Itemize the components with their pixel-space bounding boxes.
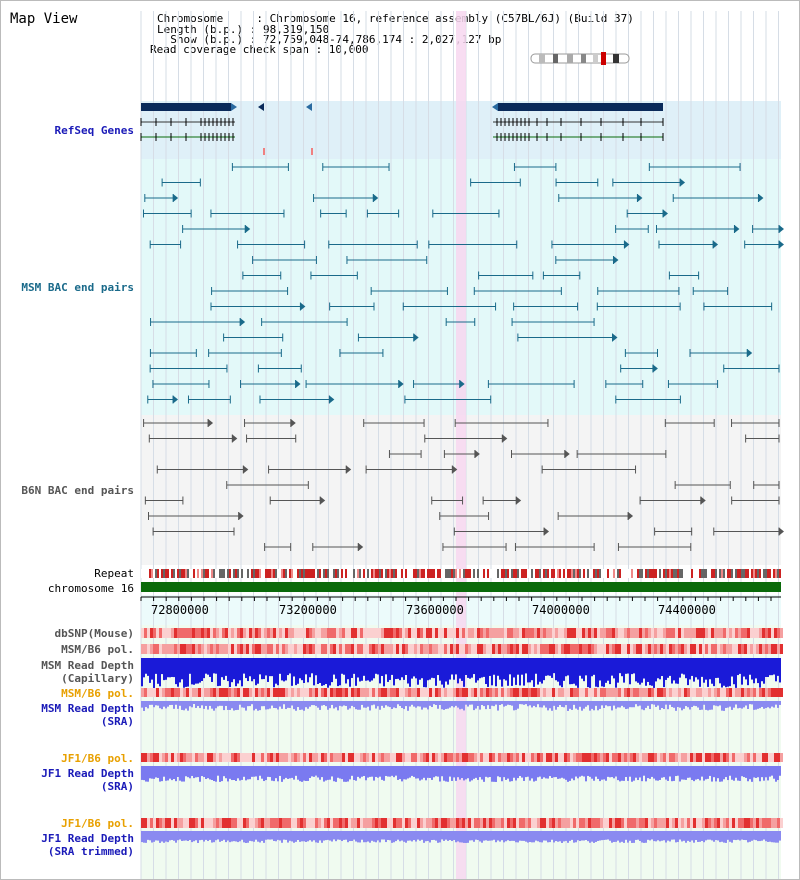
jf1-trimmed-depth-sub: (SRA trimmed) — [47, 845, 134, 858]
msm-bac-pairs-track[interactable] — [142, 163, 784, 404]
chromosome-label: chromosome 16 — [47, 582, 134, 595]
chromosome-bar[interactable] — [141, 582, 781, 592]
msm-depth-capillary-sub: (Capillary) — [61, 672, 134, 685]
jf1-depth-sub: (SRA) — [100, 780, 134, 793]
read-depth-tracks[interactable] — [141, 658, 781, 843]
axis-tick-label: 74400000 — [658, 603, 716, 617]
b6n-bac-pairs-track[interactable] — [143, 419, 784, 551]
position-axis — [140, 596, 781, 601]
coverage-span-info: Read coverage check span : 10,000 — [150, 43, 369, 56]
chromosome-ideogram[interactable] — [530, 52, 630, 65]
msm-depth-sra-sub: (SRA) — [100, 715, 134, 728]
jf1-pol-label: JF1/B6 pol. — [61, 752, 134, 765]
repeat-label: Repeat — [94, 567, 134, 580]
dbsnp-label: dbSNP(Mouse) — [54, 627, 134, 640]
polymorphism-bands[interactable] — [141, 628, 783, 828]
axis-tick-label: 73200000 — [279, 603, 337, 617]
jf1-pol-trimmed-label: JF1/B6 pol. — [61, 817, 134, 830]
axis-tick-label: 74000000 — [532, 603, 590, 617]
jf1-trimmed-depth-label: JF1 Read Depth — [41, 832, 134, 845]
selected-region-highlight[interactable] — [456, 11, 466, 880]
b6n-bac-label: B6N BAC end pairs — [21, 484, 134, 497]
refseq-genes-track[interactable] — [140, 103, 664, 155]
axis-tick-label: 72800000 — [151, 603, 209, 617]
repeat-track[interactable] — [141, 569, 781, 578]
vertical-gridlines — [140, 11, 779, 879]
page-title: Map View — [10, 11, 78, 27]
msm-depth-capillary-label: MSM Read Depth — [41, 659, 134, 672]
msm-bac-label: MSM BAC end pairs — [21, 281, 134, 294]
jf1-depth-label: JF1 Read Depth — [41, 767, 134, 780]
axis-tick-label: 73600000 — [406, 603, 464, 617]
msm-depth-sra-label: MSM Read Depth — [41, 702, 134, 715]
refseq-genes-label: RefSeq Genes — [54, 124, 134, 137]
msm-pol-capillary-label: MSM/B6 pol. — [61, 643, 134, 656]
msm-pol-sra-label: MSM/B6 pol. — [61, 687, 134, 700]
